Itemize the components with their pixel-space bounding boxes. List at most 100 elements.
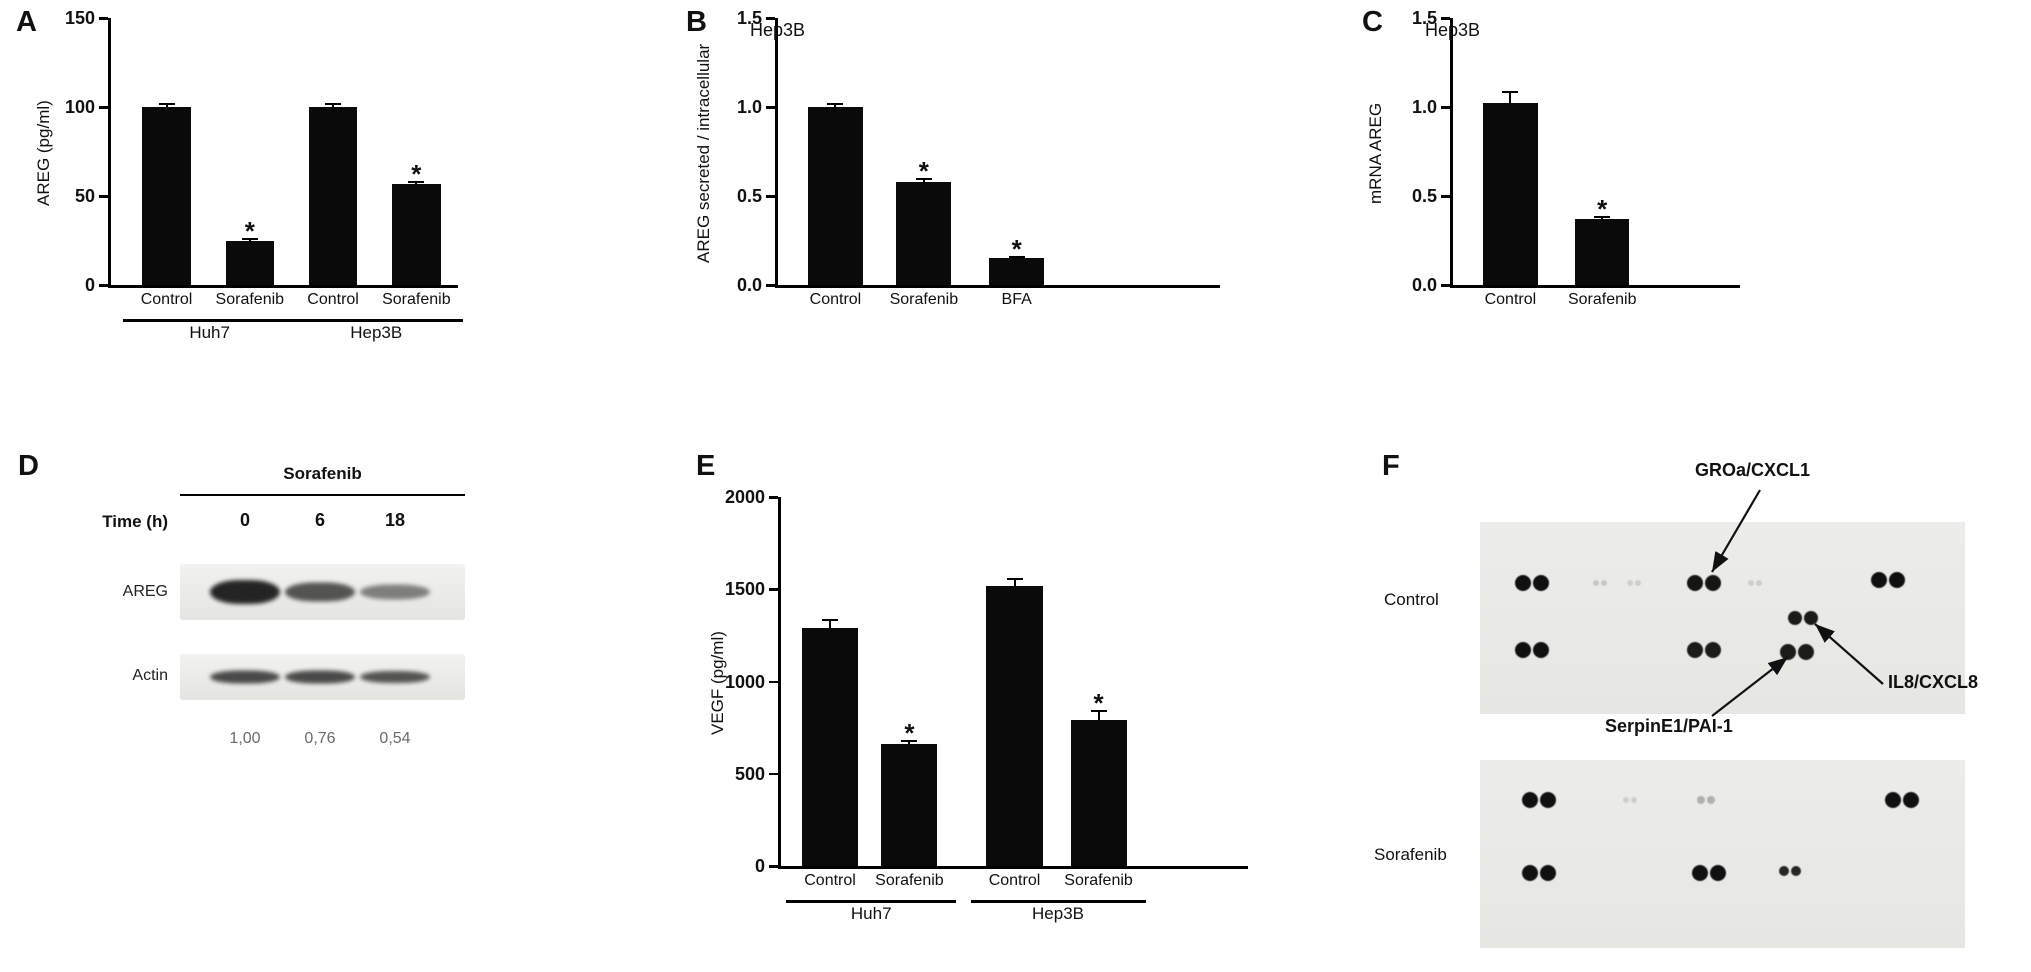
blot-row-label-areg: AREG bbox=[122, 583, 168, 600]
y-axis-tick-label: 0.0 bbox=[1411, 275, 1437, 295]
panel-c-areg-mrna: C mRNA AREG Hep3B 0.0 0.5 1.0 1.5 Control * Sor… bbox=[1350, 4, 1790, 434]
y-axis-tick-label: 1.0 bbox=[736, 97, 762, 117]
significance-asterisk: * bbox=[1011, 233, 1022, 264]
x-category-label: Sorafenib bbox=[1567, 291, 1637, 308]
data-bar bbox=[896, 181, 952, 285]
protein-spot bbox=[1903, 792, 1919, 808]
group-underline bbox=[122, 319, 297, 322]
data-bar bbox=[142, 107, 191, 285]
significance-asterisk: * bbox=[1597, 193, 1608, 224]
protein-spot bbox=[1593, 580, 1599, 586]
x-category-label: Control bbox=[988, 872, 1041, 889]
protein-spot bbox=[1623, 797, 1629, 803]
significance-asterisk: * bbox=[1093, 688, 1104, 719]
significance-asterisk: * bbox=[244, 215, 255, 246]
x-category-label: Sorafenib bbox=[215, 291, 285, 308]
significance-asterisk: * bbox=[904, 717, 915, 748]
y-axis-tick bbox=[99, 106, 108, 109]
protein-spot bbox=[1791, 866, 1801, 876]
y-axis-tick-label: 1500 bbox=[724, 579, 765, 600]
y-axis-tick-label: 0 bbox=[84, 275, 95, 295]
protein-spot bbox=[1601, 580, 1607, 586]
group-underline bbox=[786, 900, 957, 903]
protein-band bbox=[285, 582, 355, 602]
x-category-label: BFA bbox=[1001, 291, 1032, 308]
protein-spot bbox=[1756, 580, 1762, 586]
treatment-header: Sorafenib bbox=[283, 464, 362, 483]
significance-asterisk: * bbox=[918, 156, 929, 187]
protein-band bbox=[360, 584, 430, 600]
bar-chart-areg-secretion: AREG (pg/ml) 0 50 100 150 Control * Sorafenib C… bbox=[8, 4, 488, 434]
protein-spot bbox=[1635, 580, 1641, 586]
data-bar bbox=[308, 107, 358, 285]
y-axis-tick bbox=[99, 17, 108, 20]
protein-spot bbox=[1705, 642, 1721, 658]
x-category-label: Sorafenib bbox=[382, 291, 451, 308]
panel-a-areg-elisa: A AREG (pg/ml) 0 50 100 150 Control * Sorafeni… bbox=[8, 4, 488, 434]
bar-chart-vegf-secretion: VEGF (pg/ml) 0 500 1000 1500 2000 Control * Sor… bbox=[690, 442, 1330, 970]
group-label: Huh7 bbox=[189, 323, 230, 342]
y-axis-tick-label: 150 bbox=[64, 8, 95, 28]
group-underline bbox=[289, 319, 464, 322]
y-axis-title: AREG (pg/ml) bbox=[34, 100, 53, 206]
protein-spot bbox=[1798, 644, 1814, 660]
annotation-il8-cxcl8: IL8/CXCL8 bbox=[1888, 672, 1979, 692]
protein-spot bbox=[1748, 580, 1754, 586]
group-label: Huh7 bbox=[850, 904, 892, 923]
time-values: 0 6 18 bbox=[180, 510, 465, 536]
protein-spot bbox=[1515, 642, 1531, 658]
x-category-label: Control bbox=[307, 291, 359, 308]
protein-spot bbox=[1515, 575, 1531, 591]
plot-area: Hep3B 0.0 0.5 1.0 1.5 Control * Sorafenib bbox=[1412, 8, 1740, 308]
x-category-label: Sorafenib bbox=[875, 872, 944, 889]
panel-letter-b: B bbox=[686, 6, 707, 38]
protein-spot bbox=[1687, 575, 1703, 591]
protein-band bbox=[210, 670, 280, 684]
y-axis-tick bbox=[769, 496, 778, 499]
protein-spot bbox=[1533, 642, 1549, 658]
blot-label-control: Control bbox=[1384, 590, 1439, 609]
data-bar bbox=[392, 183, 441, 285]
protein-spot bbox=[1710, 865, 1726, 881]
panel-letter-e: E bbox=[696, 450, 716, 482]
x-category-label: Sorafenib bbox=[1064, 872, 1133, 889]
time-value: 0 bbox=[239, 510, 251, 530]
y-axis-tick bbox=[769, 865, 778, 868]
significance-asterisk: * bbox=[411, 158, 422, 189]
y-axis-tick bbox=[1441, 284, 1450, 287]
y-axis-title: mRNA AREG bbox=[1366, 102, 1385, 204]
panel-b-areg-ratio: B AREG secreted / intracellular Hep3B 0.0… bbox=[670, 4, 1250, 434]
x-category-label: Control bbox=[809, 291, 862, 308]
protein-spot bbox=[1631, 797, 1637, 803]
y-axis-tick-label: 1.5 bbox=[1411, 8, 1437, 28]
dot-blot-sorafenib bbox=[1480, 760, 1965, 948]
chart-title: Hep3B bbox=[750, 20, 806, 40]
protein-spot bbox=[1705, 575, 1721, 591]
annotation-groa-cxcl1: GROa/CXCL1 bbox=[1695, 460, 1811, 480]
protein-spot bbox=[1871, 572, 1887, 588]
panel-letter-d: D bbox=[18, 450, 39, 482]
y-axis-tick-label: 0.5 bbox=[1411, 186, 1437, 206]
y-axis-tick bbox=[99, 284, 108, 287]
plot-area: Hep3B 0.0 0.5 1.0 1.5 Control * Sorafenib * BFA bbox=[737, 8, 1220, 308]
protein-band bbox=[285, 670, 355, 684]
bar-chart-areg-secreted-intracellular: AREG secreted / intracellular Hep3B 0.0 0.… bbox=[670, 4, 1250, 434]
panel-f-cytokine-array: F GROa/CXCL1 Control IL8/CXCL8 SerpinE1/… bbox=[1360, 442, 2031, 972]
time-axis-label: Time (h) bbox=[102, 512, 168, 531]
blot-label-sorafenib: Sorafenib bbox=[1374, 845, 1447, 864]
y-axis-tick-label: 1000 bbox=[724, 671, 765, 692]
time-value: 6 bbox=[314, 510, 326, 530]
protein-spot bbox=[1692, 865, 1708, 881]
x-category-label: Sorafenib bbox=[889, 291, 959, 308]
y-axis-title: AREG secreted / intracellular bbox=[694, 43, 713, 263]
protein-spot bbox=[1889, 572, 1905, 588]
y-axis-tick-label: 0 bbox=[754, 856, 765, 876]
y-axis-tick bbox=[1441, 195, 1450, 198]
panel-letter-a: A bbox=[16, 6, 37, 38]
protein-spot bbox=[1885, 792, 1901, 808]
data-bar bbox=[1574, 219, 1630, 285]
panel-letter-f: F bbox=[1382, 450, 1400, 482]
y-axis-tick-label: 1.5 bbox=[736, 8, 762, 28]
x-category-label: Control bbox=[1484, 291, 1537, 308]
